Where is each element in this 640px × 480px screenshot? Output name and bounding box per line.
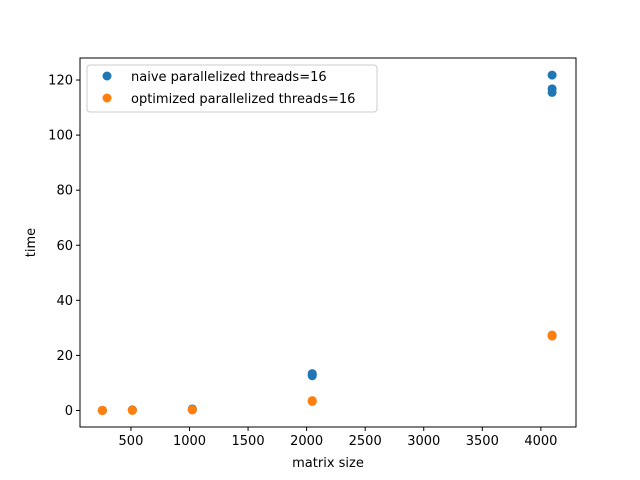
y-tick-label: 80 xyxy=(56,184,73,199)
x-axis-label: matrix size xyxy=(292,456,364,471)
x-tick-label: 1500 xyxy=(232,434,265,449)
y-axis-label: time xyxy=(24,228,39,257)
y-tick-label: 120 xyxy=(48,74,73,89)
x-tick-label: 3500 xyxy=(466,434,499,449)
x-tick-label: 2500 xyxy=(349,434,382,449)
y-tick-label: 0 xyxy=(65,404,73,419)
legend-marker-naive xyxy=(102,71,112,81)
legend-label-optimized: optimized parallelized threads=16 xyxy=(131,92,355,107)
points-layer xyxy=(97,70,557,415)
naive-point xyxy=(547,84,557,94)
naive-point xyxy=(547,70,557,80)
y-tick-label: 100 xyxy=(48,129,73,144)
legend-box xyxy=(86,64,378,113)
optimized-point xyxy=(547,330,557,340)
ticks-layer: 500 1000 1500 2000 2500 3000 3500 4000 0 20 40 60 80… xyxy=(48,74,557,449)
legend-label-naive: naive parallelized threads=16 xyxy=(131,70,327,85)
optimized-point xyxy=(97,405,107,415)
x-tick-label: 500 xyxy=(119,434,144,449)
legend-marker-optimized xyxy=(102,93,112,103)
y-tick-label: 60 xyxy=(56,239,73,254)
x-tick-label: 3000 xyxy=(407,434,440,449)
naive-point xyxy=(307,369,317,379)
legend: naive parallelized threads=16 optimized … xyxy=(86,64,378,113)
x-tick-label: 1000 xyxy=(173,434,206,449)
plot-frame xyxy=(79,57,577,428)
optimized-point xyxy=(187,405,197,415)
y-tick-label: 20 xyxy=(56,349,73,364)
y-tick-label: 40 xyxy=(56,294,73,309)
optimized-point xyxy=(307,396,317,406)
x-tick-label: 2000 xyxy=(290,434,323,449)
optimized-point xyxy=(127,405,137,415)
x-tick-label: 4000 xyxy=(524,434,557,449)
